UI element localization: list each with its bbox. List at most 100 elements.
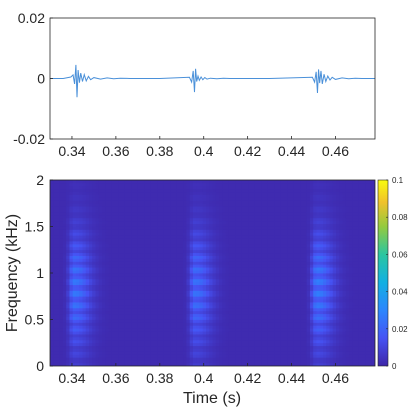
spectrogram-cell [66,232,70,236]
spectrogram-cell [66,302,70,306]
spectrogram-cell [212,267,217,271]
spectrogram-cell [59,339,64,344]
spectrogram-cell [118,354,122,358]
spectrogram-cell [199,275,204,280]
spectrogram-cell [212,281,217,286]
spectrogram-cell [59,246,64,251]
spectrogram-cell [150,284,155,288]
spectrogram-cell [173,264,178,268]
spectrogram-cell [196,296,200,300]
spectrogram-cell [150,360,155,364]
spectrogram-cell [66,307,70,312]
spectrogram-cell [189,342,194,347]
spectrogram-cell [212,284,217,288]
spectrogram-cell [53,246,57,251]
spectrogram-cell [258,302,262,306]
spectrogram-cell [160,360,165,364]
spectrogram-cell [202,217,207,222]
spectrogram-cell [134,200,139,204]
spectrogram-cell [206,284,210,288]
spectrogram-cell [163,206,168,210]
spectrogram-cell [131,258,135,262]
spectrogram-cell [251,229,256,233]
spectrogram-cell [196,287,200,291]
spectrogram-cell [228,275,233,280]
spectrogram-cell [248,211,252,216]
spectrogram-cell [297,339,301,344]
spectrogram-cell [154,342,158,347]
spectrogram-cell [98,252,103,256]
spectrogram-cell [82,328,87,332]
spectrogram-cell [199,185,204,190]
spectrogram-cell [98,278,103,283]
spectrogram-cell [196,334,200,338]
spectrogram-cell [258,180,262,184]
spectrogram-cell [202,223,207,227]
spectrogram-cell [261,211,265,216]
spectrogram-cell [150,191,155,195]
spectrogram-cell [186,246,191,251]
spectrogram-cell [124,339,129,344]
spectrogram-cell [82,229,87,233]
spectrogram-cell [261,336,265,341]
spectrogram-cell [163,351,168,355]
spectrogram-cell [66,334,70,338]
spectrogram-cell [196,232,200,236]
spectrogram-cell [144,226,148,230]
spectrogram-cell [79,325,83,329]
spectrogram-cell [251,357,256,361]
spectrogram-cell [137,290,142,294]
spectrogram-cell [251,211,256,216]
spectrogram-cell [186,354,191,358]
spectrogram-cell [215,284,220,288]
spectrogram-cell [131,182,135,187]
spectrogram-cell [238,249,243,254]
spectrogram-cell [209,180,213,184]
spectrogram-cell [53,302,57,306]
spectrogram-cell [98,246,103,251]
spectrogram-cell [222,331,226,335]
spectrogram-cell [131,211,135,216]
spectrogram-cell [180,220,184,224]
spectrogram-cell [235,281,239,286]
spectrogram-cell [293,182,298,187]
spectrogram-cell [173,302,178,306]
spectrogram-cell [163,284,168,288]
spectrogram-cell [238,226,243,230]
spectrogram-cell [287,258,291,262]
spectrogram-cell [144,354,148,358]
spectrogram-cell [193,188,197,193]
spectrogram-cell [53,249,57,254]
spectrogram-cell [63,264,67,268]
spectrogram-cell [157,310,161,315]
spectrogram-cell [176,238,181,242]
spectrogram-cell [141,194,145,198]
spectrogram-cell [183,185,187,190]
spectrogram-cell [63,185,67,190]
spectrogram-cell [157,351,161,355]
spectrogram-cell [193,182,197,187]
spectrogram-cell [293,328,298,332]
spectrogram-cell [264,354,269,358]
spectrogram-cell [63,325,67,329]
spectrogram-cell [180,238,184,242]
spectrogram-cell [105,354,109,358]
spectrogram-cell [264,360,269,364]
spectrogram-cell [167,275,171,280]
spectrogram-cell [274,200,278,204]
spectrogram-cell [56,209,61,213]
spectrogram-cell [251,200,256,204]
spectrogram-cell [193,302,197,306]
spectrogram-cell [95,328,100,332]
spectrogram-cell [267,310,272,315]
spectrogram-cell [267,209,272,213]
spectrogram-cell [160,351,165,355]
spectrogram-cell [238,206,243,210]
spectrogram-cell [261,328,265,332]
spectrogram-cell [79,354,83,358]
spectrogram-cell [157,235,161,239]
spectrogram-cell [170,348,174,352]
spectrogram-cell [98,331,103,335]
spectrogram-cell [160,261,165,265]
spectrogram-cell [111,258,116,262]
